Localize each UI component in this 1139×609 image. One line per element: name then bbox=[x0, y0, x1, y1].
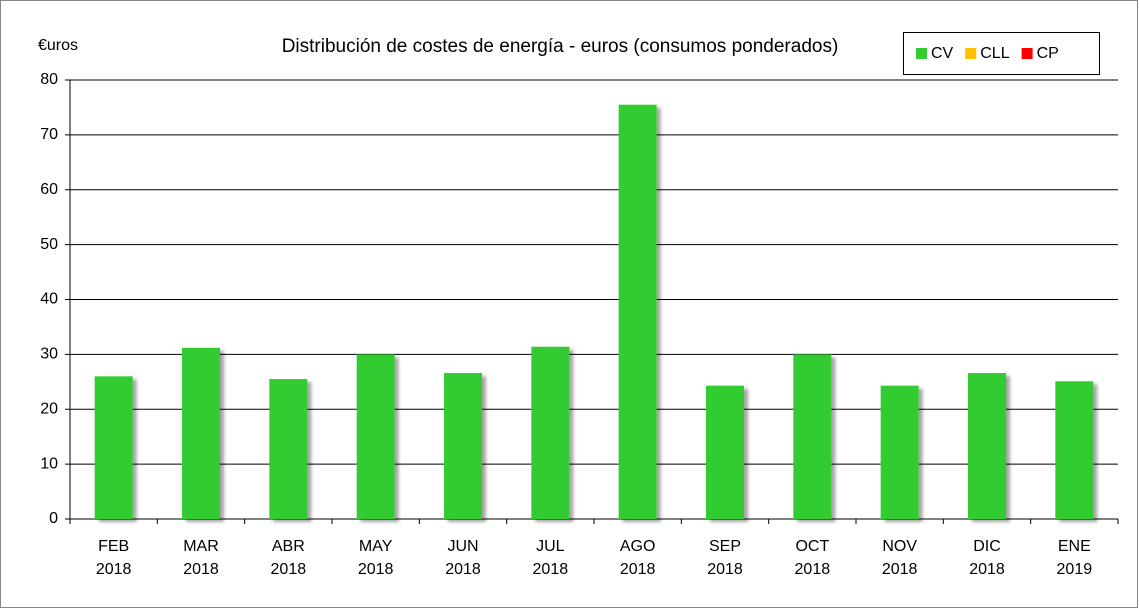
legend-swatch bbox=[965, 48, 977, 59]
y-tick-label: 60 bbox=[40, 181, 58, 198]
legend-box bbox=[903, 32, 1100, 75]
y-tick-label: 20 bbox=[40, 400, 58, 417]
x-tick-label: OCT 2018 bbox=[794, 538, 831, 578]
legend-label: CP bbox=[1037, 45, 1059, 62]
y-tick-label: 30 bbox=[40, 346, 58, 363]
chart-title: Distribución de costes de energía - euro… bbox=[282, 36, 839, 57]
x-tick-label: ENE 2019 bbox=[1056, 538, 1093, 578]
x-tick-label: ABR 2018 bbox=[270, 538, 307, 578]
y-tick-label: 40 bbox=[40, 291, 58, 308]
bar bbox=[618, 104, 657, 519]
legend-swatch bbox=[1021, 48, 1033, 59]
bar bbox=[94, 376, 133, 519]
legend-label: CV bbox=[931, 45, 954, 62]
y-tick-label: 0 bbox=[49, 510, 58, 527]
x-tick-label: MAR 2018 bbox=[183, 538, 219, 578]
x-tick-label: JUN 2018 bbox=[445, 538, 481, 578]
x-tick-label: SEP 2018 bbox=[707, 538, 743, 578]
bar bbox=[356, 354, 395, 519]
x-tick-label: FEB 2018 bbox=[95, 538, 132, 578]
bar bbox=[706, 385, 744, 519]
bar bbox=[968, 373, 1006, 519]
bar bbox=[444, 373, 482, 519]
bar bbox=[269, 379, 308, 519]
y-tick-label: 70 bbox=[40, 126, 58, 143]
bar bbox=[531, 346, 570, 519]
legend-swatch bbox=[916, 48, 927, 59]
y-tick-label: 50 bbox=[40, 236, 58, 253]
y-tick-label: 10 bbox=[40, 455, 58, 472]
x-tick-label: DIC 2018 bbox=[969, 538, 1005, 578]
bar bbox=[793, 354, 832, 519]
y-tick-label: 80 bbox=[40, 71, 58, 88]
legend-label: CLL bbox=[980, 45, 1009, 62]
x-tick-label: NOV 2018 bbox=[881, 538, 918, 578]
bar bbox=[182, 347, 220, 519]
x-tick-label: AGO 2018 bbox=[619, 538, 656, 578]
x-tick-label: JUL 2018 bbox=[532, 538, 569, 578]
x-tick-label: MAY 2018 bbox=[357, 538, 394, 578]
y-axis-label: €uros bbox=[38, 37, 78, 54]
bar bbox=[1055, 381, 1094, 519]
bar bbox=[880, 385, 919, 519]
